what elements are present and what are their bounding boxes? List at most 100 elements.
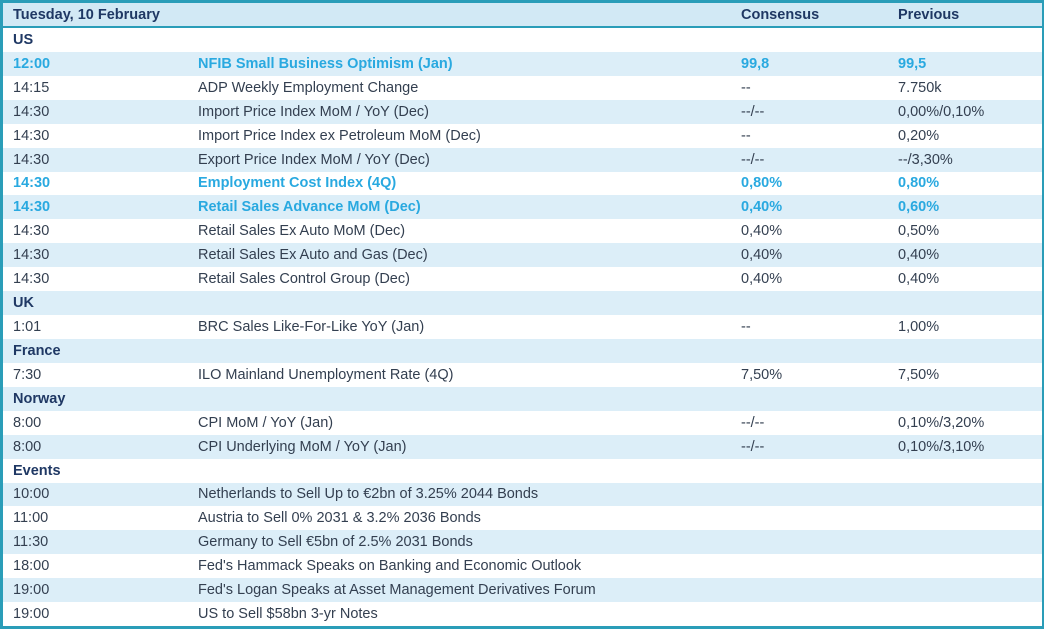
consensus-cell: 0,80%: [741, 175, 783, 192]
consensus-cell: --: [741, 127, 751, 144]
table-row: 14:30 Export Price Index MoM / YoY (Dec)…: [3, 147, 1042, 172]
previous-cell: --/3,30%: [898, 151, 953, 168]
previous-cell: 0,00%/0,10%: [898, 103, 985, 120]
table-row: 14:30 Retail Sales Ex Auto MoM (Dec) 0,4…: [3, 219, 1042, 244]
time-cell: 14:15: [13, 79, 50, 96]
previous-cell: 0,20%: [898, 127, 940, 144]
section-label: Norway: [13, 390, 66, 407]
consensus-cell: --/--: [741, 438, 765, 455]
time-cell: 1:01: [13, 319, 42, 336]
event-cell: Import Price Index MoM / YoY (Dec): [198, 103, 430, 120]
time-cell: 8:00: [13, 414, 42, 431]
consensus-cell: --/--: [741, 414, 765, 431]
table-row: 11:00 Austria to Sell 0% 2031 & 3.2% 203…: [3, 506, 1042, 531]
event-cell: Germany to Sell €5bn of 2.5% 2031 Bonds: [198, 534, 473, 551]
time-cell: 11:00: [13, 510, 49, 527]
previous-column-header: Previous: [898, 6, 960, 23]
table-row: 14:15 ADP Weekly Employment Change -- 7.…: [3, 75, 1042, 100]
event-cell: Employment Cost Index (4Q): [198, 175, 397, 192]
table-row: 14:30 Retail Sales Control Group (Dec) 0…: [3, 267, 1042, 292]
previous-cell: 0,40%: [898, 247, 940, 264]
table-row: 8:00 CPI Underlying MoM / YoY (Jan) --/-…: [3, 434, 1042, 459]
consensus-cell: --/--: [741, 151, 765, 168]
time-cell: 10:00: [13, 486, 50, 503]
time-cell: 14:30: [13, 247, 50, 264]
table-row: 10:00 Netherlands to Sell Up to €2bn of …: [3, 482, 1042, 507]
table-row: 14:30 Import Price Index MoM / YoY (Dec)…: [3, 99, 1042, 124]
time-cell: 19:00: [13, 582, 50, 599]
table-row: 12:00 NFIB Small Business Optimism (Jan)…: [3, 51, 1042, 76]
table-row: 19:00 US to Sell $58bn 3-yr Notes: [3, 602, 1042, 626]
event-cell: Retail Sales Control Group (Dec): [198, 271, 410, 288]
table-row: 14:30 Employment Cost Index (4Q) 0,80% 0…: [3, 171, 1042, 196]
section-header-row: Events: [3, 458, 1042, 483]
table-row: 14:30 Retail Sales Advance MoM (Dec) 0,4…: [3, 195, 1042, 220]
section-label: France: [13, 342, 61, 359]
time-cell: 14:30: [13, 223, 50, 240]
time-cell: 14:30: [13, 199, 51, 216]
time-cell: 14:30: [13, 175, 51, 192]
previous-cell: 99,5: [898, 55, 927, 72]
consensus-cell: 0,40%: [741, 247, 783, 264]
time-cell: 19:00: [13, 606, 50, 623]
table-row: 19:00 Fed's Logan Speaks at Asset Manage…: [3, 578, 1042, 603]
time-cell: 14:30: [13, 271, 50, 288]
previous-cell: 0,10%/3,20%: [898, 414, 985, 431]
consensus-column-header: Consensus: [741, 6, 820, 23]
event-cell: Fed's Hammack Speaks on Banking and Econ…: [198, 558, 582, 575]
consensus-cell: 99,8: [741, 55, 770, 72]
section-header-row: France: [3, 338, 1042, 363]
event-cell: NFIB Small Business Optimism (Jan): [198, 55, 453, 72]
section-header-row: Norway: [3, 386, 1042, 411]
date-header: Tuesday, 10 February: [13, 6, 160, 23]
previous-cell: 0,50%: [898, 223, 940, 240]
previous-cell: 0,40%: [898, 271, 940, 288]
time-cell: 8:00: [13, 438, 42, 455]
event-cell: CPI MoM / YoY (Jan): [198, 414, 334, 431]
consensus-cell: --: [741, 319, 751, 336]
consensus-cell: 0,40%: [741, 271, 783, 288]
event-cell: Export Price Index MoM / YoY (Dec): [198, 151, 430, 168]
event-cell: ADP Weekly Employment Change: [198, 79, 419, 96]
time-cell: 14:30: [13, 127, 50, 144]
event-cell: Retail Sales Ex Auto MoM (Dec): [198, 223, 406, 240]
time-cell: 14:30: [13, 103, 50, 120]
table-body: US 12:00 NFIB Small Business Optimism (J…: [3, 28, 1042, 626]
table-header-row: Tuesday, 10 February Consensus Previous: [3, 3, 1042, 28]
section-header-row: UK: [3, 291, 1042, 316]
previous-cell: 0,80%: [898, 175, 940, 192]
event-cell: BRC Sales Like-For-Like YoY (Jan): [198, 319, 425, 336]
consensus-cell: --: [741, 79, 751, 96]
previous-cell: 7,50%: [898, 366, 940, 383]
event-cell: Netherlands to Sell Up to €2bn of 3.25% …: [198, 486, 539, 503]
table-row: 11:30 Germany to Sell €5bn of 2.5% 2031 …: [3, 530, 1042, 555]
consensus-cell: 0,40%: [741, 199, 783, 216]
table-row: 14:30 Import Price Index ex Petroleum Mo…: [3, 123, 1042, 148]
time-cell: 18:00: [13, 558, 50, 575]
section-label: US: [13, 31, 34, 48]
time-cell: 14:30: [13, 151, 50, 168]
event-cell: ILO Mainland Unemployment Rate (4Q): [198, 366, 454, 383]
table-row: 14:30 Retail Sales Ex Auto and Gas (Dec)…: [3, 243, 1042, 268]
previous-cell: 7.750k: [898, 79, 942, 96]
event-cell: Retail Sales Ex Auto and Gas (Dec): [198, 247, 428, 264]
previous-cell: 1,00%: [898, 319, 940, 336]
section-header-row: US: [3, 28, 1042, 52]
event-cell: Retail Sales Advance MoM (Dec): [198, 199, 421, 216]
event-cell: Import Price Index ex Petroleum MoM (Dec…: [198, 127, 481, 144]
event-cell: Austria to Sell 0% 2031 & 3.2% 2036 Bond…: [198, 510, 481, 527]
section-label: UK: [13, 295, 34, 312]
consensus-cell: 7,50%: [741, 366, 783, 383]
section-label: Events: [13, 462, 61, 479]
table-row: 1:01 BRC Sales Like-For-Like YoY (Jan) -…: [3, 315, 1042, 339]
time-cell: 7:30: [13, 366, 42, 383]
event-cell: CPI Underlying MoM / YoY (Jan): [198, 438, 407, 455]
previous-cell: 0,10%/3,10%: [898, 438, 985, 455]
table-row: 18:00 Fed's Hammack Speaks on Banking an…: [3, 554, 1042, 579]
previous-cell: 0,60%: [898, 199, 940, 216]
table-row: 7:30 ILO Mainland Unemployment Rate (4Q)…: [3, 362, 1042, 387]
consensus-cell: 0,40%: [741, 223, 783, 240]
time-cell: 11:30: [13, 534, 49, 551]
event-cell: US to Sell $58bn 3-yr Notes: [198, 606, 378, 623]
